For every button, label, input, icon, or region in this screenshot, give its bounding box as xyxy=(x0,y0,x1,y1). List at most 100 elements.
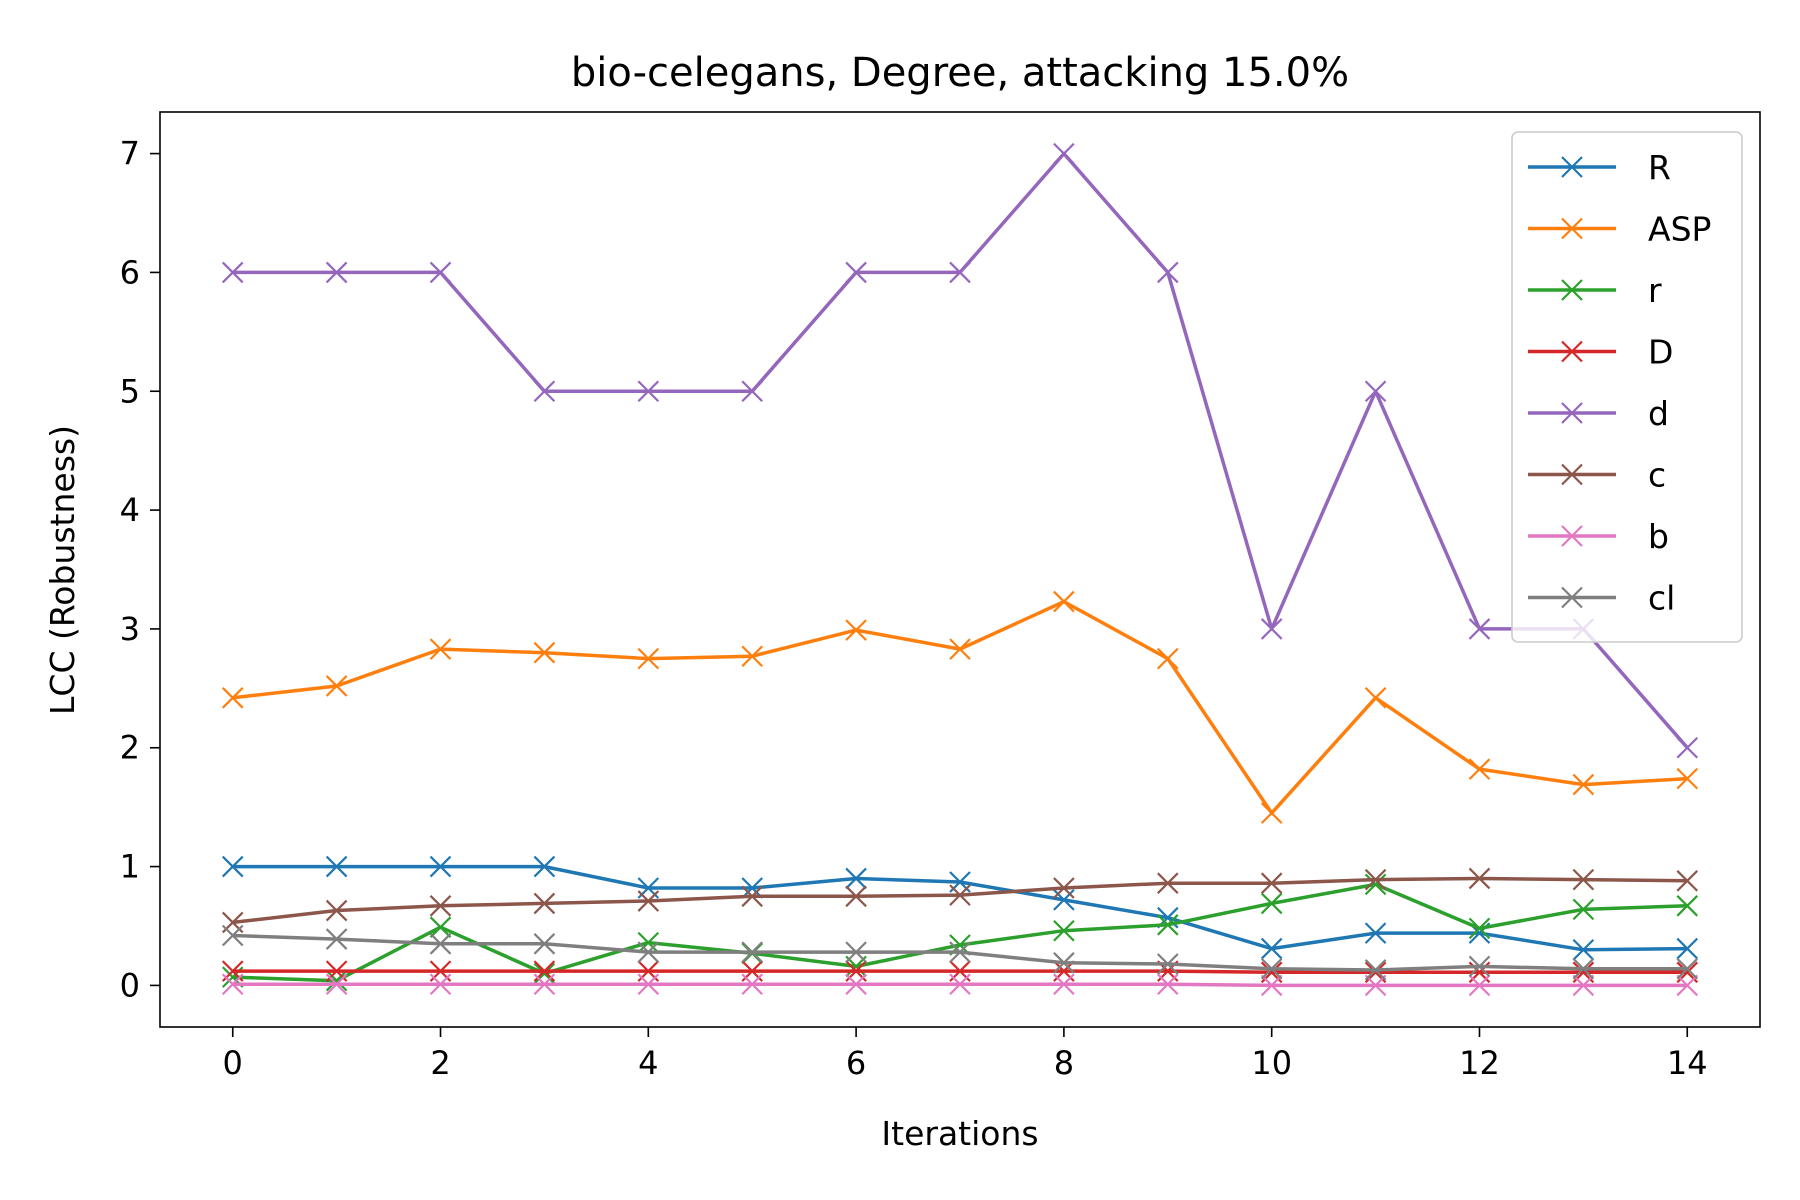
legend-marker xyxy=(1561,586,1583,609)
legend-marker xyxy=(1561,156,1583,178)
legend-entry: d xyxy=(1528,394,1669,433)
data-point-R xyxy=(1676,937,1699,960)
legend-label: c xyxy=(1648,456,1666,495)
data-point-R xyxy=(325,855,348,878)
data-point-r xyxy=(429,916,452,938)
data-point-ASP xyxy=(949,638,971,660)
data-point-cl xyxy=(221,924,244,947)
data-point-c xyxy=(1572,868,1595,891)
legend-marker xyxy=(1561,340,1583,363)
data-point-b xyxy=(429,973,452,995)
data-point-c xyxy=(1468,867,1491,890)
data-point-d xyxy=(1468,618,1491,640)
x-tick-label: 2 xyxy=(430,1044,450,1082)
data-point-r xyxy=(1053,919,1075,942)
data-point-ASP xyxy=(637,647,660,670)
series-d xyxy=(221,142,1699,759)
data-point-R xyxy=(221,855,244,878)
legend-entry: b xyxy=(1528,517,1669,556)
data-point-ASP xyxy=(1053,590,1075,613)
data-point-b xyxy=(741,973,763,995)
data-point-r xyxy=(1572,898,1595,921)
data-point-c xyxy=(1260,872,1283,894)
x-tick-label: 12 xyxy=(1459,1044,1500,1082)
data-point-b xyxy=(1053,973,1075,995)
data-point-ASP xyxy=(1572,773,1595,796)
data-point-d xyxy=(429,261,452,284)
legend-marker xyxy=(1561,463,1583,486)
y-axis-label: LCC (Robustness) xyxy=(43,425,82,715)
series-R xyxy=(221,855,1699,961)
y-tick-label: 2 xyxy=(120,729,140,767)
x-tick-label: 10 xyxy=(1251,1044,1292,1082)
y-tick-label: 1 xyxy=(120,848,140,886)
legend-marker xyxy=(1561,402,1583,424)
data-point-d xyxy=(1157,261,1179,284)
legend-label: cl xyxy=(1648,579,1675,618)
legend-entry: D xyxy=(1528,333,1673,372)
data-point-ASP xyxy=(533,641,556,664)
data-point-c xyxy=(1157,872,1179,894)
data-point-r xyxy=(533,962,556,985)
data-point-c xyxy=(845,885,867,908)
legend-marker xyxy=(1561,525,1583,547)
data-point-r xyxy=(1260,892,1283,915)
data-point-c xyxy=(741,885,763,908)
data-point-c xyxy=(325,899,348,922)
data-point-d xyxy=(1260,618,1283,640)
data-point-c xyxy=(1053,877,1075,899)
data-point-c xyxy=(533,892,556,915)
data-point-b xyxy=(221,973,244,995)
legend-entry: ASP xyxy=(1528,210,1711,249)
legend-entry: r xyxy=(1528,271,1662,310)
data-point-ASP xyxy=(325,675,348,697)
data-point-r xyxy=(1364,873,1387,896)
data-point-cl xyxy=(741,941,763,963)
x-tick-label: 0 xyxy=(223,1044,243,1082)
y-tick-label: 7 xyxy=(120,135,140,173)
x-axis-label: Iterations xyxy=(881,1114,1038,1153)
y-tick-label: 0 xyxy=(120,966,140,1004)
chart-title: bio-celegans, Degree, attacking 15.0% xyxy=(571,50,1349,96)
data-point-d xyxy=(1364,380,1387,403)
y-tick-label: 3 xyxy=(120,610,140,648)
data-point-b xyxy=(845,973,867,995)
data-point-r xyxy=(1157,914,1179,936)
legend-entry: c xyxy=(1528,456,1666,495)
data-point-ASP xyxy=(1260,802,1283,824)
data-point-b xyxy=(637,973,660,995)
series-b xyxy=(221,973,1699,997)
x-tick-label: 8 xyxy=(1054,1044,1074,1082)
series-line-ASP xyxy=(232,599,1688,815)
data-point-ASP xyxy=(221,687,244,709)
data-point-ASP xyxy=(1676,767,1699,790)
x-tick-label: 6 xyxy=(846,1044,866,1082)
legend-box xyxy=(1511,131,1743,643)
data-point-cl xyxy=(429,933,452,955)
x-tick-label: 14 xyxy=(1667,1044,1708,1082)
data-point-d xyxy=(221,261,244,284)
data-point-c xyxy=(429,895,452,917)
data-point-b xyxy=(533,973,556,995)
y-tick-label: 5 xyxy=(120,372,140,410)
data-point-cl xyxy=(533,933,556,955)
data-point-cl xyxy=(325,928,348,950)
data-point-ASP xyxy=(845,619,867,641)
legend-entry: cl xyxy=(1528,579,1675,618)
data-point-r xyxy=(1676,895,1699,917)
series-c xyxy=(221,867,1699,934)
series-ASP xyxy=(221,590,1699,824)
data-point-r xyxy=(637,931,660,954)
data-point-r xyxy=(1468,917,1491,940)
legend-label: D xyxy=(1648,333,1673,372)
data-point-ASP xyxy=(1468,758,1491,780)
data-point-d xyxy=(325,261,348,284)
data-point-cl xyxy=(1364,959,1387,981)
data-point-R xyxy=(845,867,867,890)
data-point-d xyxy=(1053,142,1075,165)
data-point-cl xyxy=(1157,953,1179,975)
data-point-R xyxy=(1260,937,1283,960)
data-point-R xyxy=(1364,922,1387,944)
data-point-cl xyxy=(1676,957,1699,980)
